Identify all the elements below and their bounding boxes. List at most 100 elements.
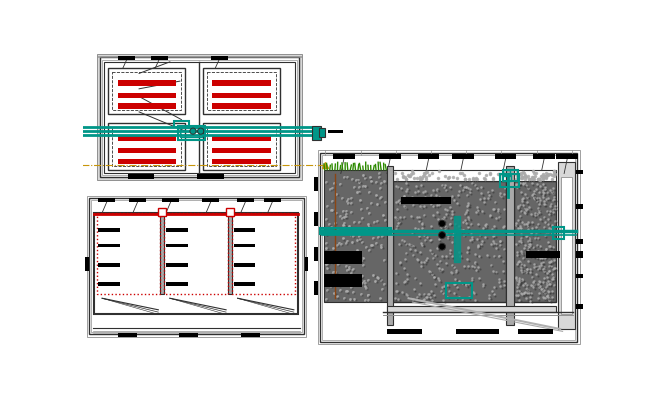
Bar bbox=[502, 175, 511, 181]
Bar bbox=[166, 228, 188, 232]
Bar bbox=[418, 154, 439, 159]
Bar bbox=[109, 124, 185, 170]
Bar bbox=[97, 213, 160, 294]
Bar bbox=[118, 56, 135, 60]
Bar bbox=[177, 126, 205, 140]
Bar bbox=[305, 258, 309, 271]
Bar bbox=[97, 54, 302, 180]
Bar bbox=[166, 244, 188, 248]
Bar bbox=[109, 68, 185, 114]
Bar bbox=[558, 162, 575, 329]
Bar bbox=[502, 170, 510, 176]
Bar bbox=[237, 198, 254, 202]
Bar bbox=[118, 104, 176, 109]
Bar bbox=[514, 181, 556, 302]
Bar bbox=[98, 263, 120, 267]
Bar bbox=[320, 153, 577, 342]
Bar bbox=[387, 306, 556, 312]
Bar bbox=[324, 274, 363, 288]
Bar bbox=[89, 198, 304, 334]
Bar bbox=[112, 72, 181, 110]
Bar bbox=[127, 174, 155, 179]
Bar bbox=[86, 196, 306, 337]
Bar bbox=[105, 62, 294, 173]
Bar bbox=[213, 159, 271, 164]
Bar bbox=[234, 263, 255, 267]
Bar bbox=[72, 124, 80, 141]
Bar bbox=[234, 282, 255, 286]
Bar bbox=[393, 181, 506, 302]
Bar bbox=[322, 155, 575, 340]
Bar bbox=[213, 93, 271, 98]
Bar bbox=[514, 170, 556, 181]
Bar bbox=[197, 174, 224, 179]
Circle shape bbox=[439, 243, 445, 250]
Bar bbox=[576, 304, 593, 309]
Bar bbox=[445, 283, 473, 298]
Bar bbox=[576, 170, 593, 174]
Bar bbox=[98, 198, 115, 202]
Bar bbox=[324, 250, 363, 264]
Bar bbox=[94, 213, 298, 314]
Bar bbox=[561, 177, 572, 314]
Bar bbox=[387, 166, 393, 325]
Bar bbox=[320, 228, 391, 234]
Bar bbox=[211, 56, 227, 60]
Bar bbox=[98, 244, 120, 248]
Bar bbox=[112, 127, 181, 166]
Bar bbox=[314, 177, 318, 191]
Bar bbox=[226, 208, 234, 216]
Bar bbox=[213, 104, 271, 109]
Bar bbox=[207, 72, 276, 110]
Bar bbox=[118, 148, 176, 154]
Bar bbox=[526, 250, 560, 258]
Bar bbox=[234, 228, 255, 232]
Bar bbox=[100, 57, 299, 177]
Bar bbox=[502, 170, 518, 181]
Bar bbox=[318, 150, 580, 344]
Bar bbox=[393, 170, 506, 181]
Bar bbox=[151, 56, 168, 60]
Bar bbox=[234, 244, 255, 248]
Circle shape bbox=[198, 128, 203, 134]
Bar bbox=[213, 80, 271, 86]
Bar bbox=[506, 166, 514, 325]
Bar bbox=[500, 174, 519, 187]
Bar bbox=[311, 126, 321, 140]
Bar bbox=[328, 130, 343, 134]
Bar bbox=[179, 333, 198, 337]
Bar bbox=[203, 124, 280, 170]
Bar bbox=[232, 213, 295, 294]
Bar bbox=[118, 136, 176, 141]
Bar bbox=[85, 258, 89, 271]
Bar bbox=[314, 247, 318, 260]
Bar bbox=[55, 130, 60, 134]
Bar bbox=[164, 213, 227, 294]
Bar bbox=[320, 228, 391, 234]
Bar bbox=[534, 154, 555, 159]
Bar bbox=[203, 68, 280, 114]
Bar bbox=[576, 250, 610, 258]
Bar bbox=[213, 148, 271, 154]
Circle shape bbox=[439, 220, 445, 227]
Bar bbox=[314, 212, 318, 226]
Bar bbox=[456, 329, 499, 334]
Bar bbox=[166, 282, 188, 286]
Bar bbox=[401, 197, 451, 204]
Bar bbox=[160, 213, 164, 294]
Bar bbox=[333, 154, 355, 159]
Bar bbox=[324, 170, 387, 302]
Bar bbox=[495, 154, 516, 159]
Bar bbox=[240, 333, 260, 337]
Bar bbox=[552, 228, 564, 239]
Bar bbox=[92, 200, 302, 332]
Bar bbox=[452, 154, 474, 159]
Bar bbox=[118, 93, 176, 98]
Bar bbox=[202, 198, 219, 202]
Bar bbox=[98, 228, 120, 232]
Bar bbox=[98, 282, 120, 286]
Bar bbox=[314, 281, 318, 295]
Bar bbox=[576, 274, 593, 278]
Bar bbox=[576, 204, 593, 209]
Bar bbox=[264, 198, 281, 202]
